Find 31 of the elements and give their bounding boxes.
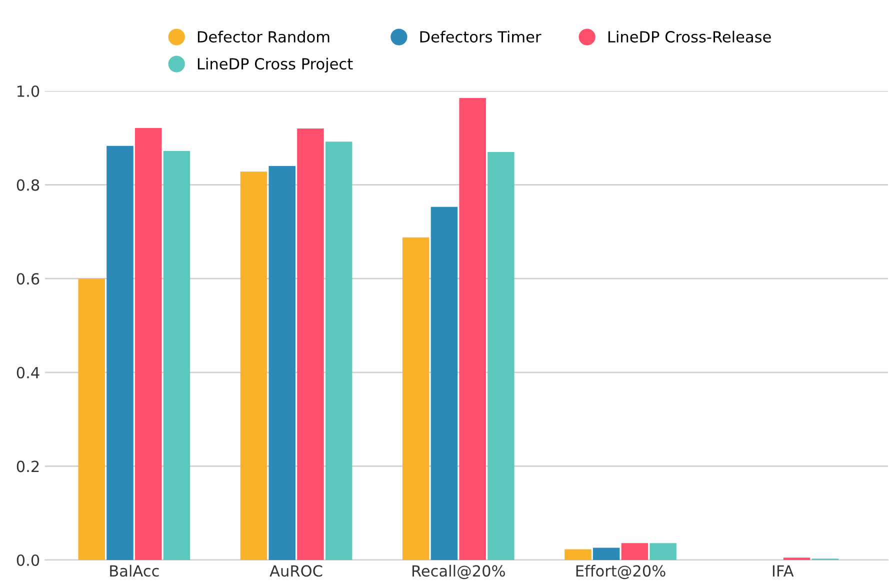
bar (268, 166, 296, 560)
bar (297, 128, 324, 560)
bar (621, 543, 648, 560)
legend-label: Defectors Timer (420, 30, 542, 43)
x-tick-label: BalAcc (110, 564, 159, 577)
bar (402, 237, 430, 560)
bar (564, 549, 592, 560)
bar (78, 278, 105, 560)
y-tick-label: 0.6 (16, 273, 40, 285)
y-tick-label: 0.2 (16, 460, 39, 472)
bar (430, 206, 458, 560)
y-tick-label: 0.8 (16, 179, 40, 191)
x-tick-label: AuROC (270, 565, 322, 577)
bar (106, 146, 134, 560)
legend-label: LineDP Cross-Release (608, 30, 771, 43)
x-tick-label: Effort@20% (576, 564, 666, 580)
bar (163, 151, 190, 560)
legend-label: Defector Random (198, 30, 330, 43)
bar (488, 152, 514, 560)
y-tick-label: 0.0 (16, 554, 40, 566)
bar (240, 172, 268, 560)
x-tick-label: IFA (772, 565, 794, 576)
legend-label: LineDP Cross Project (198, 58, 353, 73)
x-tick-label: Recall@20% (412, 564, 505, 580)
bar (459, 98, 486, 560)
bar (325, 142, 352, 560)
bar (650, 543, 676, 560)
bar (134, 128, 162, 560)
y-tick-label: 0.4 (16, 366, 40, 378)
y-tick-label: 1.0 (18, 85, 40, 98)
bar (592, 548, 620, 560)
